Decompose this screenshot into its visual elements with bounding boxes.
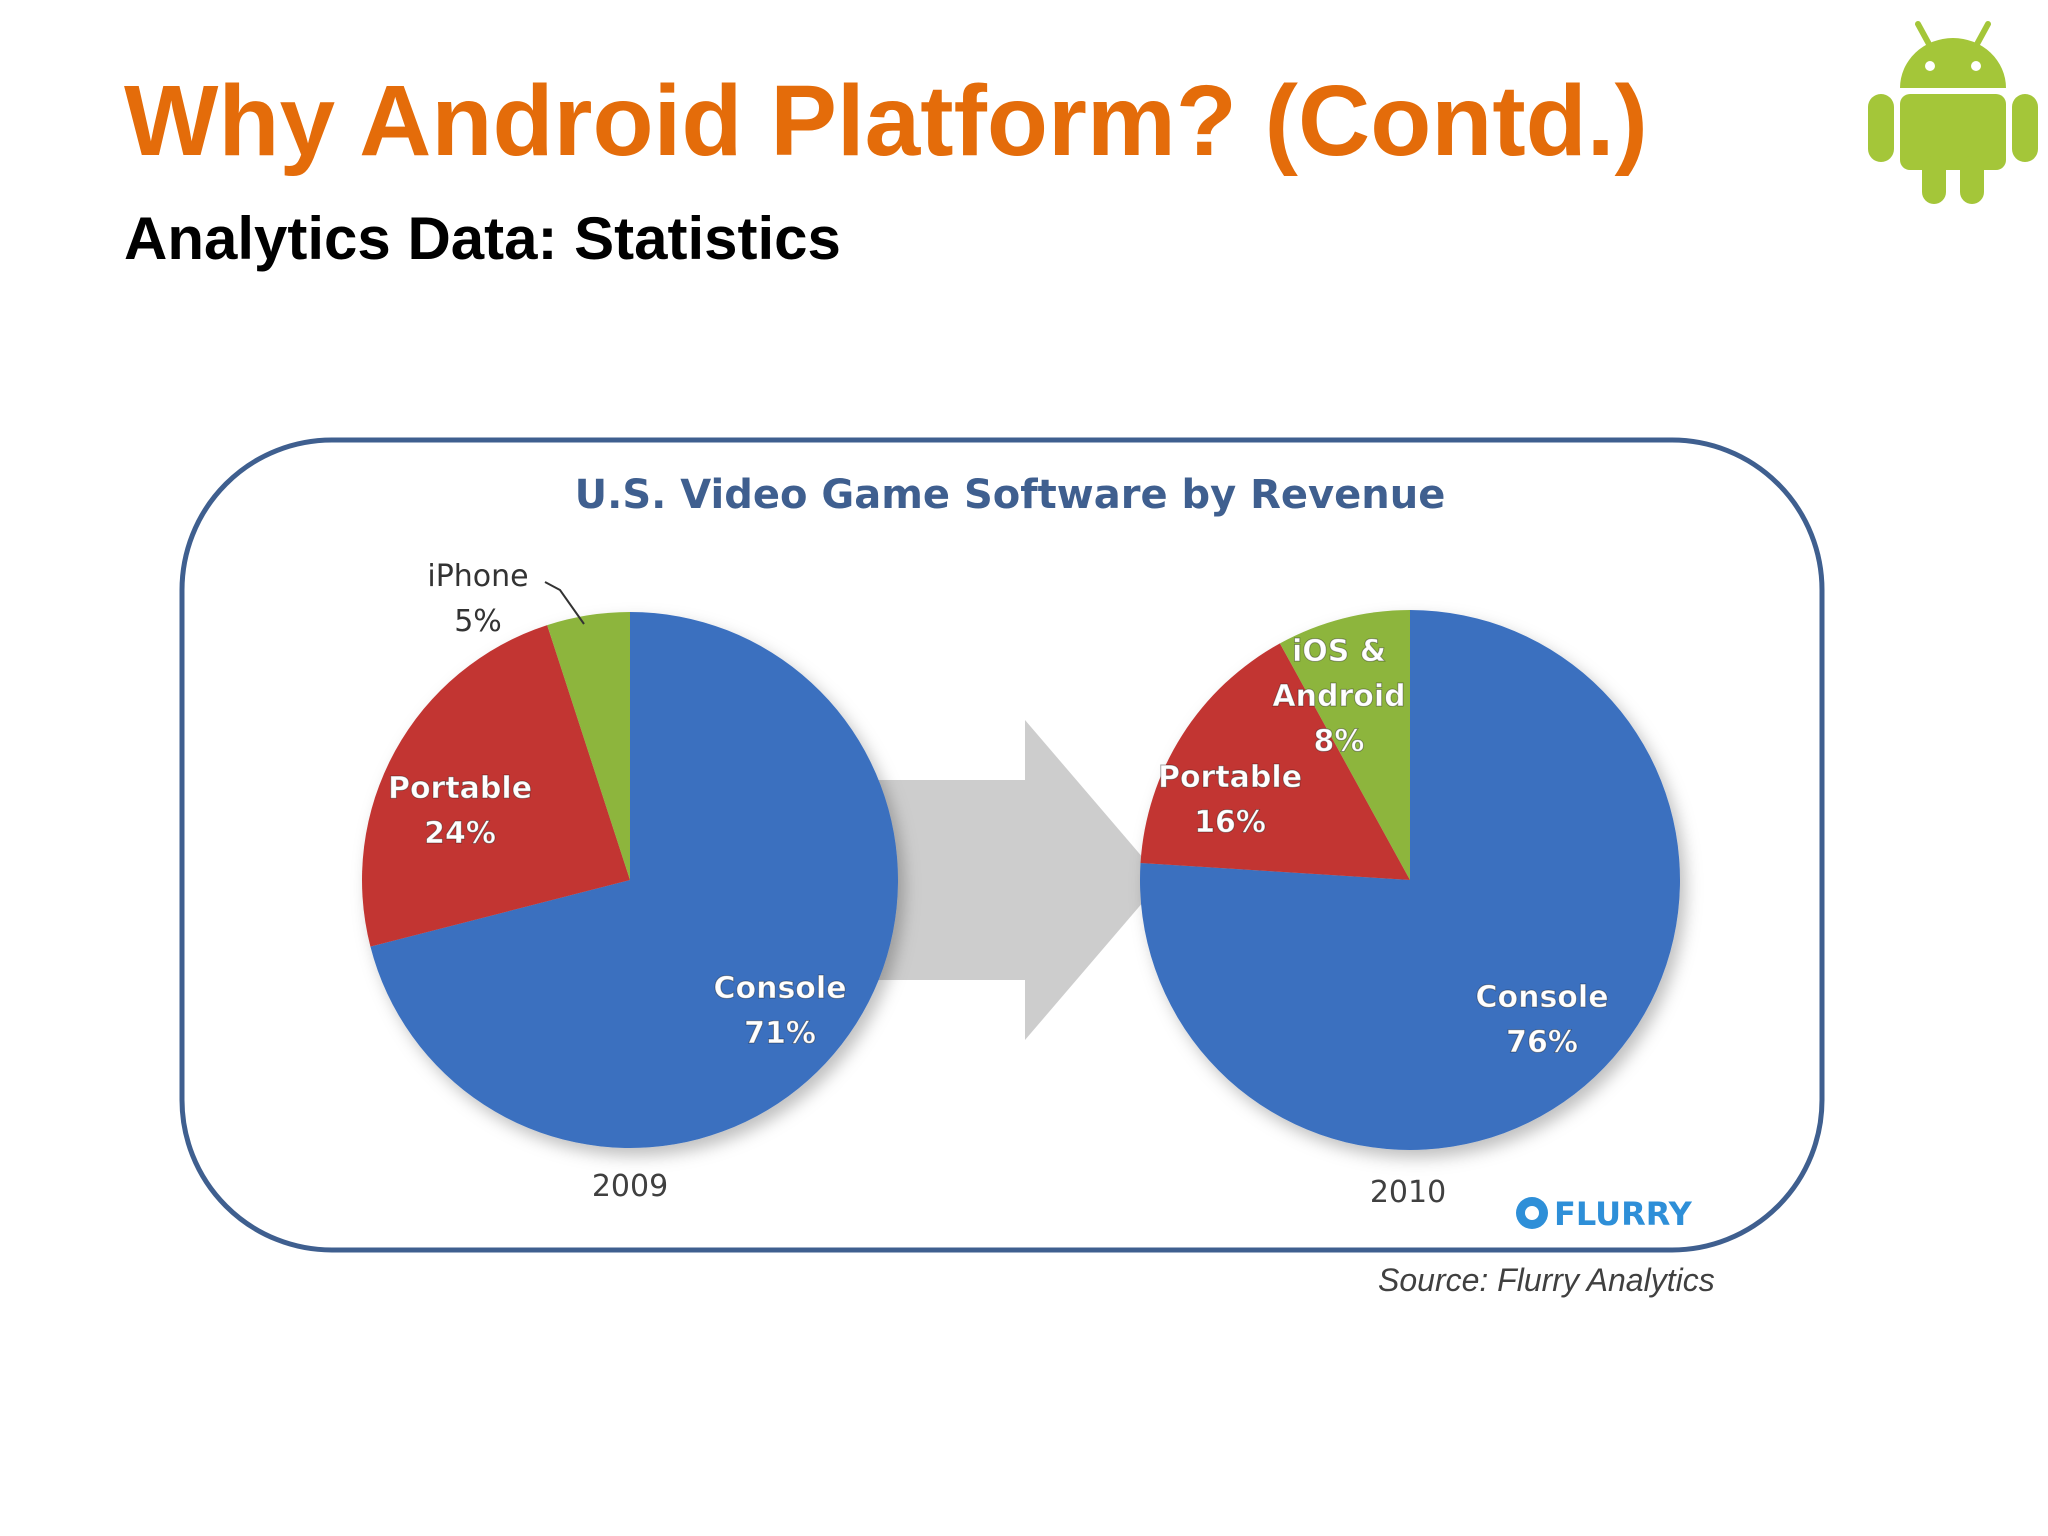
year-label-2010: 2010 [1370, 1175, 1446, 1210]
pie-2010 [1139, 610, 1680, 1150]
year-label-2009: 2009 [592, 1169, 668, 1204]
source-note: Source: Flurry Analytics [1378, 1262, 1715, 1298]
transition-arrow [860, 720, 1162, 1040]
data-label-2009-1: Portable 24% [388, 771, 532, 851]
slice-2010-console [1139, 610, 1680, 1150]
slice-2009-iphone [547, 612, 630, 880]
data-label-2010-2: iOS & Android 8% [1272, 634, 1405, 759]
slide-title: Why Android Platform? (Contd.) [124, 65, 1648, 177]
data-label-2010-1: Portable 16% [1158, 760, 1302, 840]
data-label-2009-2: iPhone 5% [427, 559, 528, 639]
slide-subtitle: Analytics Data: Statistics [124, 205, 841, 272]
slice-2010-ios-android [1279, 610, 1410, 880]
flurry-logo: FLURRY [1516, 1195, 1693, 1233]
pie-2009 [362, 612, 898, 1148]
data-label-2009-0: Console 71% [713, 971, 846, 1051]
slice-2010-portable [1140, 643, 1410, 880]
slice-2009-console [370, 612, 898, 1148]
data-label-2010-0: Console 76% [1475, 980, 1608, 1060]
flurry-brand-text: FLURRY [1554, 1195, 1693, 1233]
android-robot-icon [1868, 21, 2038, 204]
leader-line-2009 [544, 581, 585, 625]
slice-2009-portable [362, 625, 630, 947]
chart-title: U.S. Video Game Software by Revenue [575, 472, 1446, 518]
revenue-chart: U.S. Video Game Software by Revenue Cons… [179, 437, 1825, 1253]
